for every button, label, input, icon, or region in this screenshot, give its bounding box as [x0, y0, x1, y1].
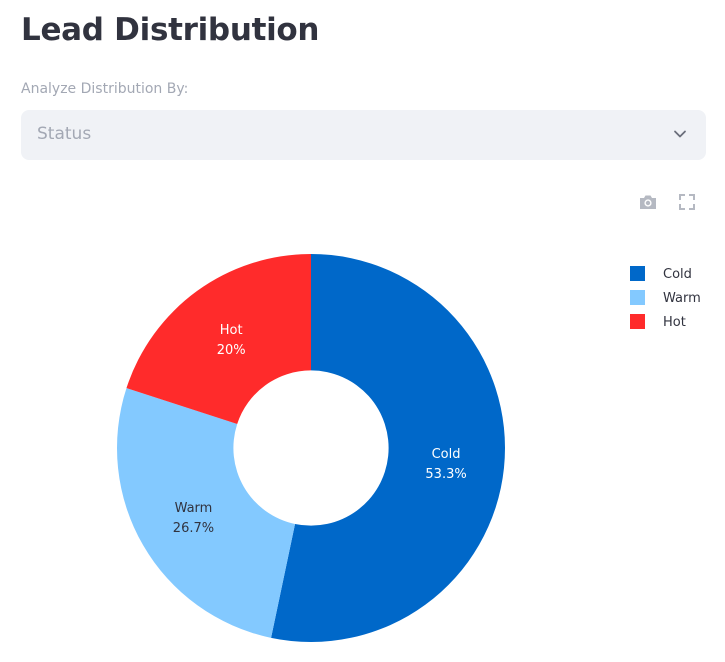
chevron-down-icon	[674, 130, 686, 138]
fullscreen-icon[interactable]	[676, 191, 698, 213]
legend-label-cold[interactable]: Cold	[663, 267, 692, 282]
legend-swatch-hot[interactable]	[630, 314, 645, 329]
camera-icon[interactable]	[637, 191, 659, 213]
select-value: Status	[37, 124, 92, 144]
select-label: Analyze Distribution By:	[21, 81, 189, 97]
slice-percent-warm: 26.7%	[173, 521, 214, 536]
slice-label-warm: Warm	[175, 501, 213, 516]
legend-swatch-cold[interactable]	[630, 266, 645, 281]
slice-label-hot: Hot	[220, 323, 243, 338]
page-title: Lead Distribution	[21, 12, 320, 48]
slice-label-cold: Cold	[432, 447, 461, 462]
slice-hot[interactable]	[126, 254, 312, 425]
slice-percent-cold: 53.3%	[425, 467, 466, 482]
legend-label-hot[interactable]: Hot	[663, 315, 686, 330]
legend-label-warm[interactable]: Warm	[663, 291, 701, 306]
slice-cold[interactable]	[271, 254, 506, 642]
slice-percent-hot: 20%	[217, 343, 246, 358]
legend-swatch-warm[interactable]	[630, 290, 645, 305]
slice-warm[interactable]	[117, 388, 296, 638]
distribution-select[interactable]: Status	[21, 110, 706, 160]
donut-chart: Cold 53.3% Warm 26.7% Hot 20% Cold Warm Hot	[117, 254, 701, 642]
